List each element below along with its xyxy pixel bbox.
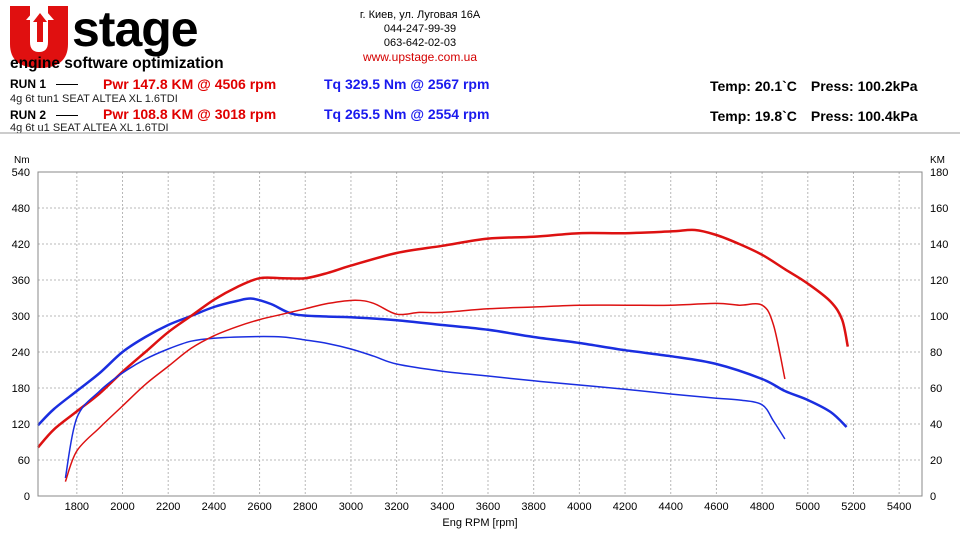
x-tick-label: 3000 [339, 501, 363, 513]
x-tick-label: 2400 [202, 501, 226, 513]
phone-1: 044-247-99-39 [383, 23, 457, 35]
run2-description: 4g 6t u1 SEAT ALTEA XL 1.6TDI [10, 122, 169, 134]
chart-grid [38, 171, 922, 497]
y-right-tick-label: 180 [930, 167, 948, 179]
y-left-tick-label: 360 [12, 275, 30, 287]
run1-torque-peak: Tq 329.5 Nm @ 2567 rpm [324, 76, 490, 92]
run1-power-line [37, 228, 850, 449]
x-tick-label: 3200 [384, 501, 408, 513]
y-right-tick-label: 100 [930, 311, 948, 323]
x-tick-label: 3400 [430, 501, 454, 513]
y-left-tick-label: 60 [18, 455, 30, 467]
run1-description: 4g 6t tun1 SEAT ALTEA XL 1.6TDI [10, 93, 178, 105]
y-left-tick-label: 300 [12, 311, 30, 323]
y-left-tick-label: 120 [12, 419, 30, 431]
y-left-tick-label: 420 [12, 239, 30, 251]
chart-ticks: 1800 2000 2200 2400 2600 2800 3000 3200 3400 3600… [12, 167, 949, 513]
run2-label: RUN 2 [10, 108, 79, 122]
y-right-tick-label: 160 [930, 203, 948, 215]
y-left-tick-label: 480 [12, 203, 30, 215]
plot-frame [37, 171, 923, 497]
y-left-tick-label: 0 [24, 491, 30, 503]
x-tick-label: 2800 [293, 501, 317, 513]
y-left-tick-label: 180 [12, 383, 30, 395]
run2-power-line [64, 299, 786, 482]
run2-temp: Temp: 19.8`C [710, 108, 797, 124]
x-tick-label: 4000 [567, 501, 591, 513]
run2-torque-line [64, 335, 786, 479]
x-tick-label: 2200 [156, 501, 180, 513]
right-axis-unit: KM [930, 155, 945, 166]
svg-text:stage: stage [72, 2, 198, 57]
y-right-tick-label: 40 [930, 419, 942, 431]
run1-press: Press: 100.2kPa [810, 78, 918, 94]
contact-block: г. Киев, ул. Луговая 16А 044-247-99-39 0… [330, 8, 510, 64]
x-tick-label: 4200 [613, 501, 637, 513]
phone-2: 063-642-02-03 [383, 37, 457, 49]
x-tick-label: 5200 [841, 501, 865, 513]
x-tick-label: 3800 [521, 501, 545, 513]
y-right-tick-label: 80 [930, 347, 942, 359]
run2-label-text: RUN 2 [10, 108, 47, 122]
x-tick-label: 5000 [796, 501, 820, 513]
run1-conditions: Temp: 20.1`C Press: 100.2kPa [710, 78, 918, 94]
x-tick-label: 4800 [750, 501, 774, 513]
chart-series [37, 228, 850, 482]
run2-torque-peak: Tq 265.5 Nm @ 2554 rpm [324, 106, 490, 122]
run1-label: RUN 1 [10, 77, 79, 91]
x-tick-label: 5400 [887, 501, 911, 513]
x-tick-label: 3600 [476, 501, 500, 513]
y-left-tick-label: 540 [12, 167, 30, 179]
x-tick-label: 4400 [658, 501, 682, 513]
y-right-tick-label: 20 [930, 455, 942, 467]
run2-press: Press: 100.4kPa [810, 108, 918, 124]
x-tick-label: 4600 [704, 501, 728, 513]
left-axis-unit: Nm [14, 155, 30, 166]
run1-label-text: RUN 1 [10, 77, 47, 91]
run2-power-peak: Pwr 108.8 KM @ 3018 rpm [103, 106, 277, 122]
upstage-logo: stage engine software optimization [10, 2, 224, 72]
y-right-tick-label: 0 [930, 491, 936, 503]
run2-line-swatch [56, 115, 79, 117]
x-axis-label: Eng RPM [rpm] [442, 517, 517, 529]
logo-u-mark [10, 4, 68, 68]
run1-temp: Temp: 20.1`C [710, 78, 797, 94]
website-link[interactable]: www.upstage.com.ua [362, 50, 478, 64]
svg-text:engine software optimization: engine software optimization [10, 55, 224, 72]
y-right-tick-label: 120 [930, 275, 948, 287]
run1-line-swatch [56, 84, 79, 86]
run2-conditions: Temp: 19.8`C Press: 100.4kPa [710, 108, 918, 124]
dyno-chart: Nm KM 1800 2000 2200 2400 2600 2800 3000 3200 34… [0, 132, 960, 529]
address-text: г. Киев, ул. Луговая 16А [359, 9, 481, 21]
x-tick-label: 2600 [247, 501, 271, 513]
x-tick-label: 2000 [110, 501, 134, 513]
run1-power-peak: Pwr 147.8 KM @ 4506 rpm [103, 76, 277, 92]
run1-torque-line [37, 297, 848, 428]
x-tick-label: 1800 [65, 501, 89, 513]
y-left-tick-label: 240 [12, 347, 30, 359]
y-right-tick-label: 60 [930, 383, 942, 395]
y-right-tick-label: 140 [930, 239, 948, 251]
